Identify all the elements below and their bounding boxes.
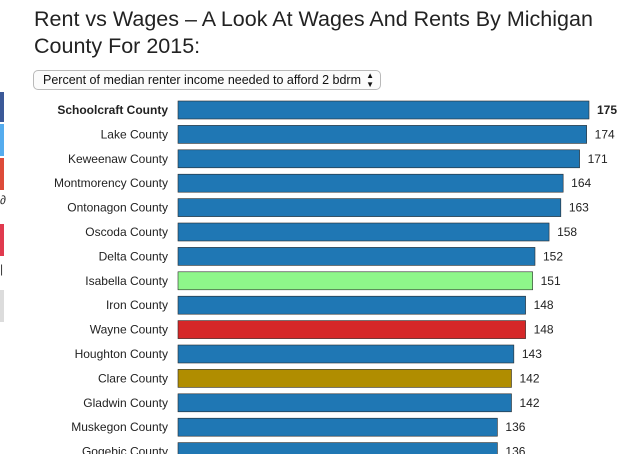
bar[interactable]	[177, 271, 533, 291]
value-label: 148	[534, 323, 554, 337]
category-label: Ontonagon County	[67, 201, 168, 215]
category-label: Delta County	[99, 249, 168, 263]
value-label: 163	[569, 201, 589, 215]
bar[interactable]	[177, 393, 512, 413]
bar[interactable]	[177, 247, 536, 266]
category-label: Schoolcraft County	[57, 103, 168, 117]
share-strip-twitter[interactable]	[0, 124, 4, 156]
bar[interactable]	[177, 222, 550, 242]
value-label: 136	[505, 420, 525, 434]
category-label: Keweenaw County	[68, 152, 168, 166]
value-label: 151	[541, 274, 561, 288]
bar[interactable]	[177, 149, 580, 169]
category-label: Lake County	[101, 127, 168, 141]
bar[interactable]	[177, 100, 590, 120]
share-strip-pinterest[interactable]	[0, 224, 4, 256]
value-label: 175	[597, 103, 617, 117]
bar[interactable]	[177, 125, 587, 144]
category-label: Wayne County	[90, 323, 168, 337]
value-label: 142	[519, 371, 539, 385]
category-label: Montmorency County	[54, 176, 168, 190]
category-label: Gladwin County	[83, 396, 168, 410]
bar[interactable]	[177, 198, 562, 217]
bar[interactable]	[177, 344, 515, 364]
share-strip-more[interactable]	[0, 290, 4, 322]
metric-select-value: Percent of median renter income needed t…	[43, 73, 362, 87]
value-label: 164	[571, 176, 591, 190]
bar[interactable]	[177, 320, 526, 339]
value-label: 158	[557, 225, 577, 239]
category-label: Iron County	[106, 298, 168, 312]
category-label: Gogebic County	[82, 445, 168, 454]
bar[interactable]	[177, 417, 498, 437]
category-label: Oscoda County	[85, 225, 168, 239]
value-label: 143	[522, 347, 542, 361]
share-strip-facebook[interactable]	[0, 92, 4, 122]
bar[interactable]	[177, 173, 564, 193]
category-label: Houghton County	[75, 347, 168, 361]
metric-select[interactable]: Percent of median renter income needed t…	[33, 70, 381, 90]
share-strip-mark-2: |	[0, 262, 4, 276]
value-label: 174	[595, 127, 615, 141]
value-label: 136	[505, 445, 525, 454]
share-strip-mark: ∂	[0, 193, 6, 207]
category-label: Isabella County	[85, 274, 168, 288]
up-down-arrows-icon: ▲ ▼	[366, 71, 374, 89]
value-label: 148	[534, 298, 554, 312]
value-label: 152	[543, 249, 563, 263]
share-strip-google[interactable]	[0, 158, 4, 190]
value-label: 142	[519, 396, 539, 410]
category-label: Muskegon County	[71, 420, 168, 434]
bar[interactable]	[177, 369, 512, 388]
bar[interactable]	[177, 295, 526, 315]
bar[interactable]	[177, 442, 498, 454]
category-label: Clare County	[98, 371, 168, 385]
page-title: Rent vs Wages – A Look At Wages And Rent…	[34, 7, 593, 58]
value-label: 171	[588, 152, 608, 166]
